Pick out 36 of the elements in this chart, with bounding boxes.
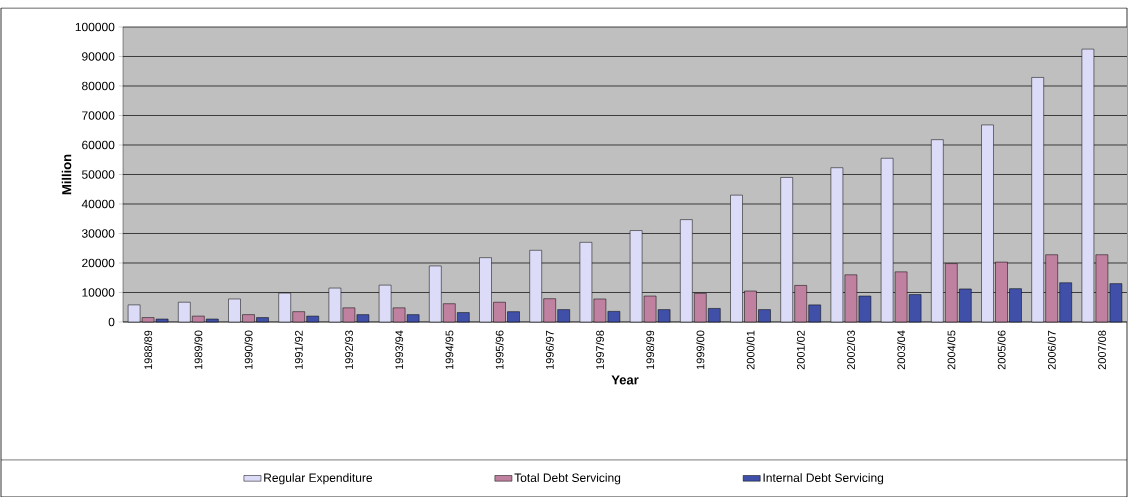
y-tick-label: 40000 xyxy=(81,199,115,209)
x-tick-label: 2005/06 xyxy=(997,330,1006,370)
legend-label: Regular Expenditure xyxy=(264,472,373,485)
legend-label: Internal Debt Servicing xyxy=(763,472,884,485)
x-tick-label: 1996/97 xyxy=(545,330,554,369)
x-tick-label: 1992/93 xyxy=(344,330,353,369)
legend-label: Total Debt Servicing xyxy=(514,472,621,485)
x-tick-label: 1988/89 xyxy=(144,330,153,369)
y-tick-label: 20000 xyxy=(82,258,115,268)
y-axis-title: Million xyxy=(61,154,72,195)
x-tick-label: 1995/96 xyxy=(495,330,504,369)
y-tick-label: 0 xyxy=(108,317,115,327)
y-tick-label: 90000 xyxy=(82,52,115,61)
x-tick-label: 2001/02 xyxy=(796,330,805,370)
x-tick-label: 2007/08 xyxy=(1097,330,1106,370)
x-tick-label: 1993/94 xyxy=(395,330,404,369)
x-tick-label: 1997/98 xyxy=(595,330,604,369)
y-tick-label: 30000 xyxy=(81,229,115,238)
y-tick-label: 100000 xyxy=(75,22,115,32)
x-tick-label: 2000/01 xyxy=(746,330,755,370)
x-tick-label: 1998/99 xyxy=(646,330,655,369)
y-tick-label: 60000 xyxy=(82,140,115,150)
x-axis-title: Year xyxy=(611,375,639,385)
x-tick-label: 2004/05 xyxy=(947,330,956,370)
x-tick-label: 1994/95 xyxy=(445,330,454,369)
x-tick-label: 2002/03 xyxy=(846,330,855,370)
x-tick-label: 1989/90 xyxy=(194,330,203,369)
x-tick-label: 1991/92 xyxy=(294,330,303,369)
y-tick-label: 80000 xyxy=(82,81,115,91)
x-tick-label: 2003/04 xyxy=(897,330,906,370)
x-tick-label: 2006/07 xyxy=(1047,330,1056,370)
y-tick-label: 50000 xyxy=(81,170,115,179)
x-tick-label: 1999/00 xyxy=(696,330,705,369)
y-tick-label: 10000 xyxy=(82,288,115,297)
x-tick-label: 1990/90 xyxy=(244,330,253,369)
y-tick-label: 70000 xyxy=(82,111,115,120)
